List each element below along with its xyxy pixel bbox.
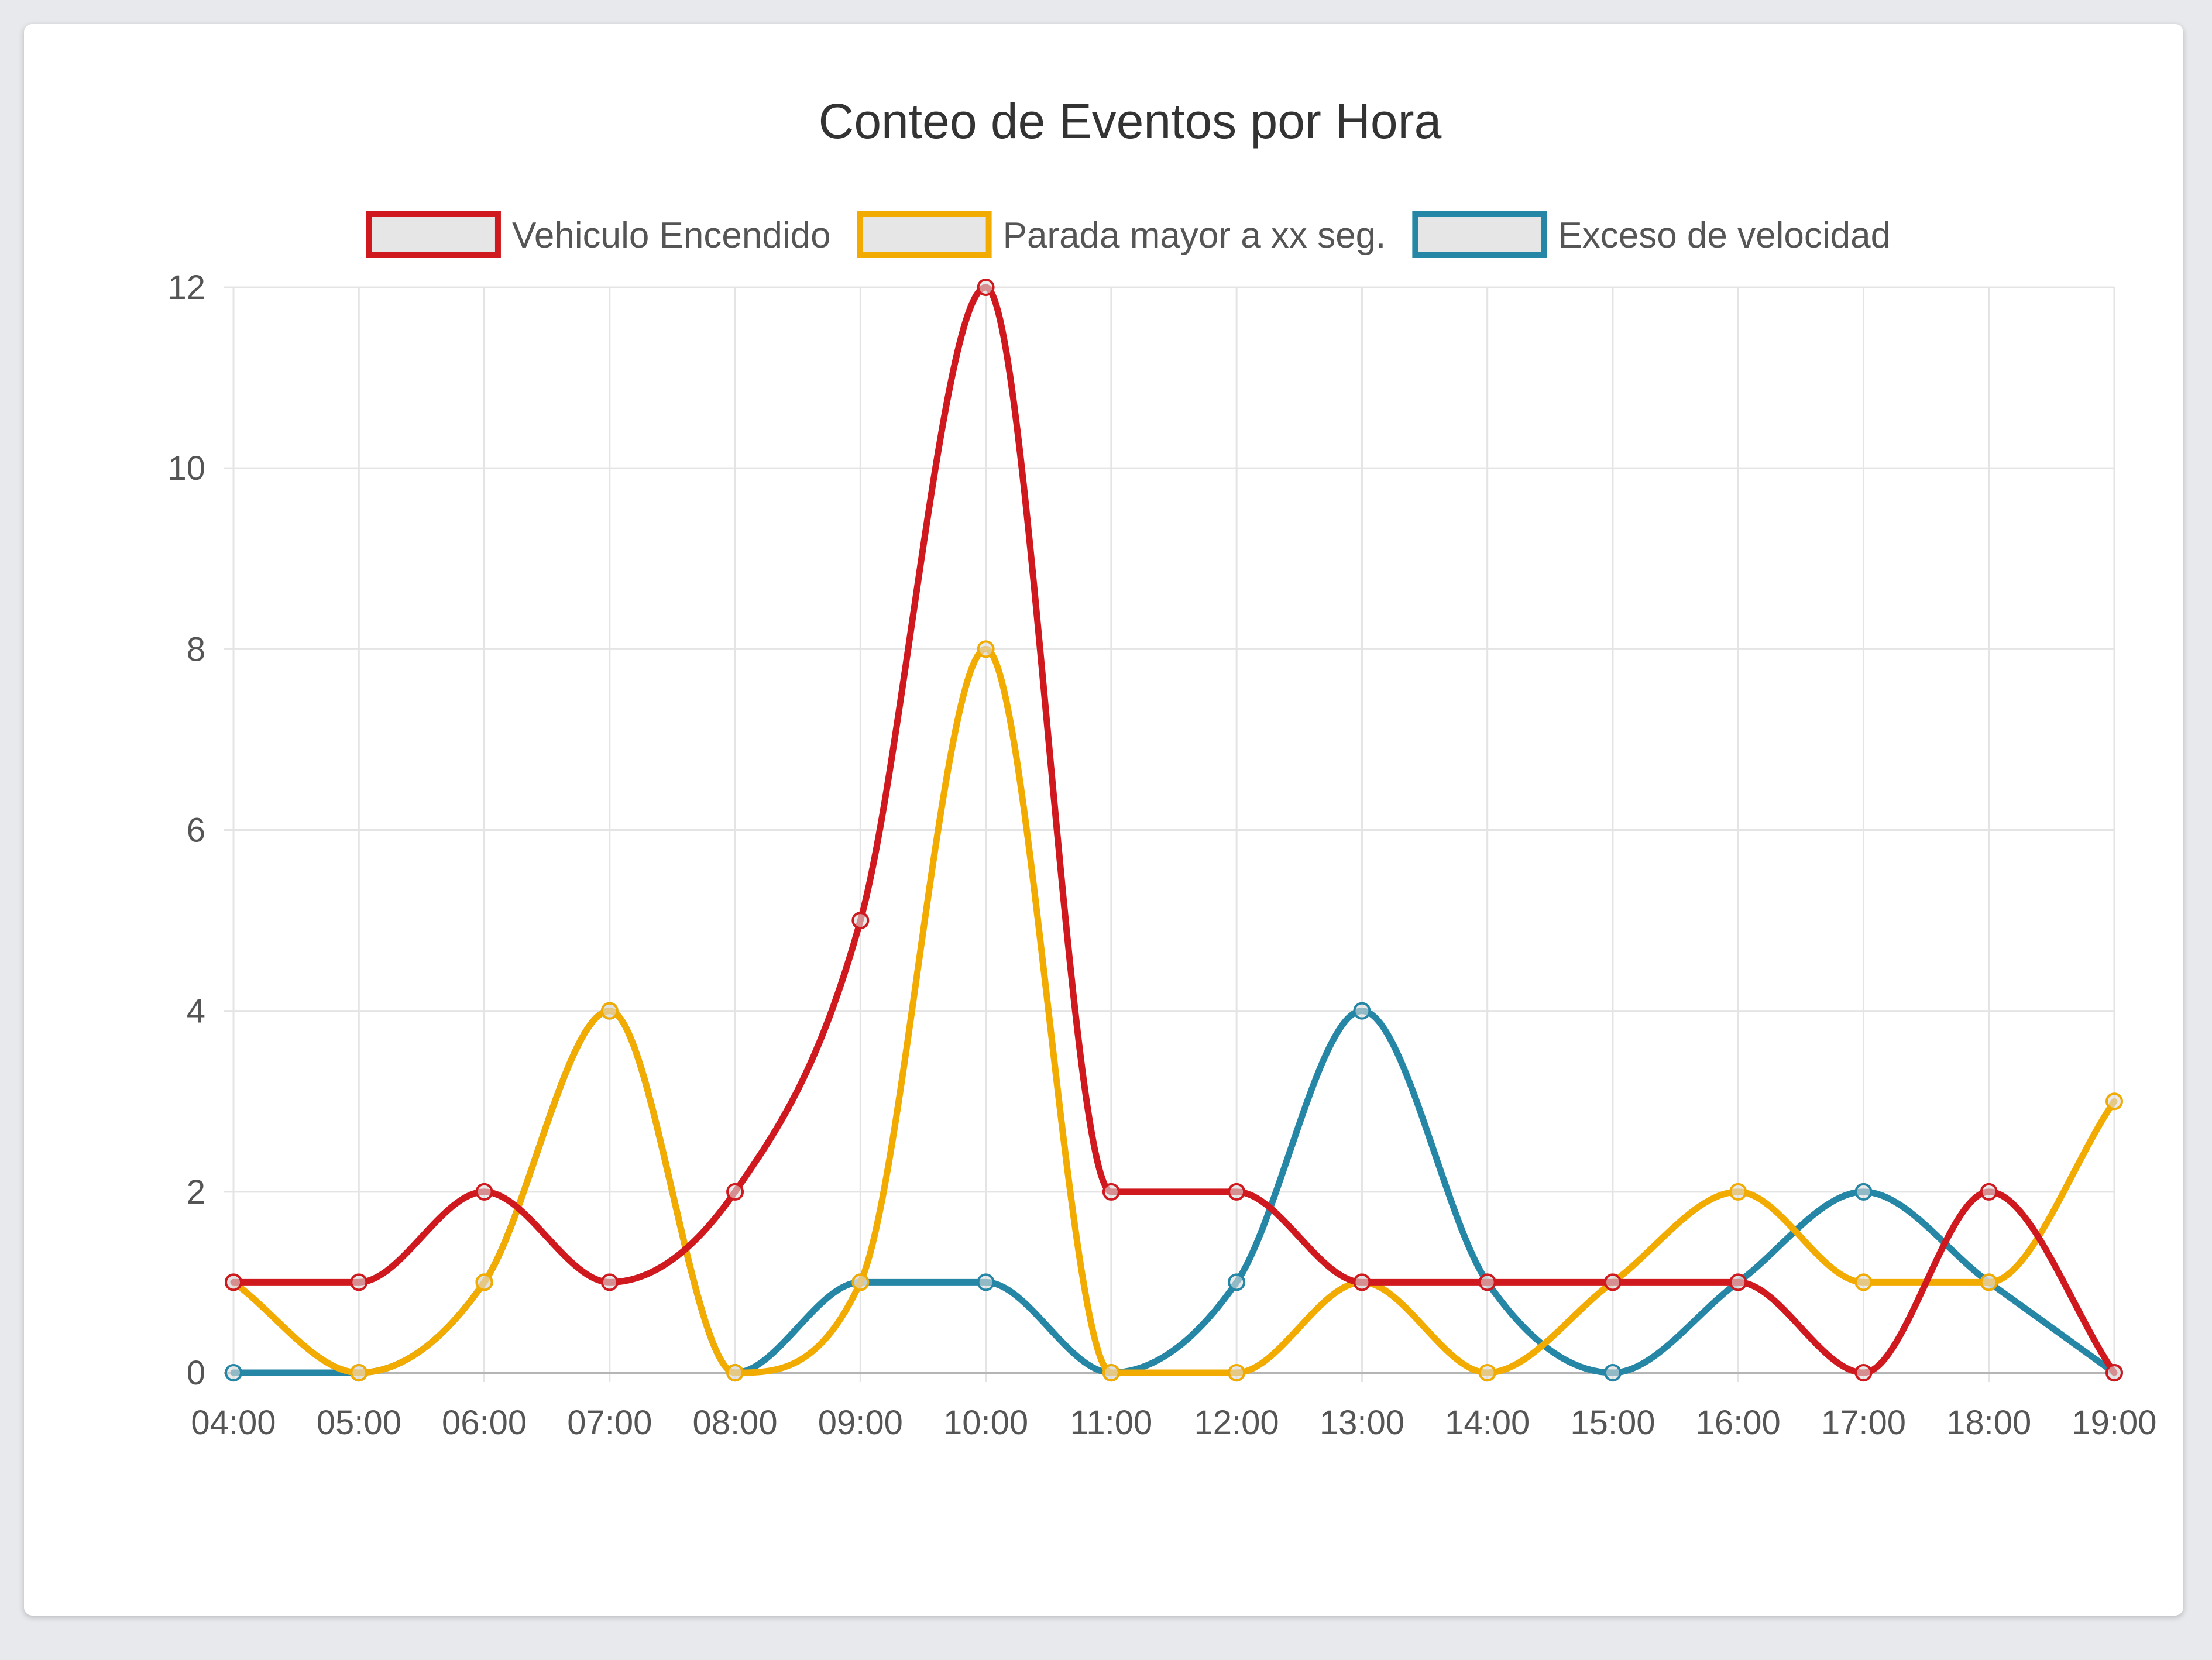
legend-label: Vehiculo Encendido bbox=[512, 215, 831, 256]
data-point[interactable] bbox=[1729, 1183, 1747, 1201]
y-tick-label: 0 bbox=[187, 1354, 205, 1392]
x-tick-label: 12:00 bbox=[1194, 1404, 1279, 1442]
x-tick-label: 15:00 bbox=[1570, 1404, 1655, 1442]
x-tick-label: 05:00 bbox=[317, 1404, 401, 1442]
x-tick-label: 08:00 bbox=[692, 1404, 777, 1442]
series-line-1 bbox=[230, 645, 2118, 1376]
data-point[interactable] bbox=[1603, 1273, 1622, 1291]
data-point[interactable] bbox=[1854, 1273, 1873, 1291]
legend-item[interactable]: Vehiculo Encendido bbox=[366, 211, 831, 258]
legend-label: Parada mayor a xx seg. bbox=[1003, 215, 1386, 256]
data-point[interactable] bbox=[977, 640, 995, 658]
x-tick-label: 17:00 bbox=[1821, 1404, 1906, 1442]
data-point[interactable] bbox=[475, 1273, 493, 1291]
data-point[interactable] bbox=[1854, 1364, 1873, 1381]
x-tick-label: 19:00 bbox=[2072, 1404, 2156, 1442]
series-layer bbox=[225, 279, 2123, 1381]
y-tick-label: 2 bbox=[187, 1173, 205, 1211]
chart-axes: 04:00 05:00 06:00 07:00 08:00 09:00 10:00 11:00… bbox=[167, 269, 2156, 1442]
x-tick-label: 14:00 bbox=[1445, 1404, 1530, 1442]
series-group bbox=[225, 279, 2123, 1381]
data-point[interactable] bbox=[1603, 1364, 1622, 1381]
x-tick-label: 07:00 bbox=[567, 1404, 652, 1442]
y-tick-label: 8 bbox=[187, 630, 205, 668]
data-point[interactable] bbox=[225, 1364, 242, 1381]
legend-swatch bbox=[857, 211, 992, 258]
data-point[interactable] bbox=[1729, 1273, 1747, 1291]
data-point[interactable] bbox=[1478, 1273, 1496, 1291]
data-point[interactable] bbox=[2105, 1364, 2123, 1381]
x-tick-label: 18:00 bbox=[1946, 1404, 2031, 1442]
data-point[interactable] bbox=[350, 1364, 368, 1381]
data-point[interactable] bbox=[851, 912, 870, 930]
chart-title: Conteo de Eventos por Hora bbox=[819, 94, 1442, 149]
chart-grid bbox=[224, 286, 2115, 1382]
data-point[interactable] bbox=[1353, 1002, 1371, 1020]
y-tick-label: 6 bbox=[187, 812, 205, 850]
y-tick-label: 10 bbox=[167, 449, 205, 487]
x-tick-label: 16:00 bbox=[1696, 1404, 1781, 1442]
data-point[interactable] bbox=[977, 279, 995, 296]
data-point[interactable] bbox=[1980, 1183, 1998, 1201]
y-tick-label: 4 bbox=[187, 992, 205, 1030]
x-tick-label: 06:00 bbox=[442, 1404, 527, 1442]
x-tick-label: 09:00 bbox=[818, 1404, 903, 1442]
x-tick-label: 13:00 bbox=[1320, 1404, 1404, 1442]
data-point[interactable] bbox=[475, 1183, 493, 1201]
legend-swatch bbox=[366, 211, 501, 258]
x-tick-label: 10:00 bbox=[943, 1404, 1028, 1442]
data-point[interactable] bbox=[1228, 1183, 1246, 1201]
chart-legend[interactable]: Vehiculo Encendido Parada mayor a xx seg.… bbox=[366, 211, 1891, 258]
data-point[interactable] bbox=[225, 1273, 242, 1291]
data-point[interactable] bbox=[1854, 1183, 1873, 1201]
legend-label: Exceso de velocidad bbox=[1558, 215, 1891, 256]
data-point[interactable] bbox=[2105, 1092, 2123, 1111]
data-point[interactable] bbox=[1478, 1364, 1496, 1381]
data-point[interactable] bbox=[1102, 1364, 1120, 1381]
data-point[interactable] bbox=[726, 1183, 744, 1201]
legend-item[interactable]: Exceso de velocidad bbox=[1412, 211, 1891, 258]
data-point[interactable] bbox=[1102, 1183, 1120, 1201]
x-tick-label: 04:00 bbox=[191, 1404, 276, 1442]
data-point[interactable] bbox=[1228, 1273, 1246, 1291]
legend-item[interactable]: Parada mayor a xx seg. bbox=[857, 211, 1386, 258]
data-point[interactable] bbox=[1353, 1273, 1371, 1291]
data-point[interactable] bbox=[600, 1273, 619, 1291]
data-point[interactable] bbox=[977, 1273, 995, 1291]
x-tick-label: 11:00 bbox=[1070, 1404, 1152, 1442]
legend-swatch bbox=[1412, 211, 1547, 258]
line-chart: 04:00 05:00 06:00 07:00 08:00 09:00 10:00 11:00… bbox=[167, 94, 2156, 1442]
chart-card: 04:00 05:00 06:00 07:00 08:00 09:00 10:00 11:00… bbox=[24, 24, 2183, 1616]
data-point[interactable] bbox=[851, 1273, 870, 1291]
data-point[interactable] bbox=[600, 1002, 619, 1020]
y-tick-label: 12 bbox=[167, 269, 205, 307]
data-point[interactable] bbox=[1228, 1364, 1246, 1381]
data-point[interactable] bbox=[1980, 1273, 1998, 1291]
data-point[interactable] bbox=[726, 1364, 744, 1381]
data-point[interactable] bbox=[350, 1273, 368, 1291]
